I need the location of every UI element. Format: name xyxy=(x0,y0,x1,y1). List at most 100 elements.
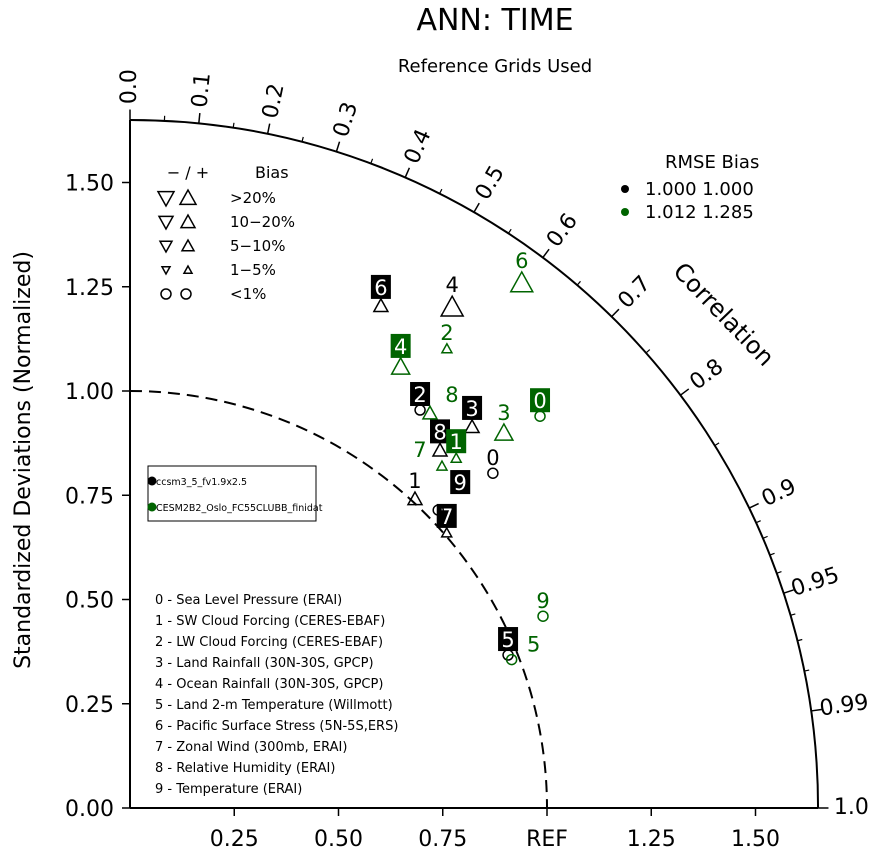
data-label: 7 xyxy=(413,438,426,462)
corr-minor-tick xyxy=(370,158,374,164)
data-label-box xyxy=(436,503,457,528)
data-point-triangle-up-marker xyxy=(509,270,535,293)
data-label: 4 xyxy=(445,273,458,297)
data-point-label: 8 xyxy=(445,383,458,407)
variable-legend-item: 3 - Land Rainfall (30N-30S, GPCP) xyxy=(155,656,374,671)
data-point-label: 1 xyxy=(450,430,463,454)
data-label: 1 xyxy=(446,429,467,454)
corr-tick-label: 0.5 xyxy=(471,162,510,205)
y-tick-label: 0.75 xyxy=(65,484,114,509)
corr-tick-label: 0.4 xyxy=(400,126,437,168)
corr-tick xyxy=(404,167,411,178)
data-label: 0 xyxy=(486,446,499,470)
data-label: 7 xyxy=(436,503,457,529)
data-label: 8 xyxy=(430,419,451,444)
data-label: 6 xyxy=(515,249,528,273)
data-label: 3 xyxy=(462,395,483,421)
corr-tick xyxy=(611,308,620,318)
data-point-label: 0 xyxy=(533,389,546,413)
data-label: 1 xyxy=(408,469,421,493)
corr-tick xyxy=(811,708,822,712)
bias-legend-minus-triangle-down-marker xyxy=(157,215,175,231)
case-legend-dot xyxy=(147,476,157,486)
corr-tick-label: 0.6 xyxy=(542,209,583,252)
y-tick-label: 0.50 xyxy=(65,589,114,614)
corr-minor-tick xyxy=(645,349,651,354)
chart-subtitle: Reference Grids Used xyxy=(398,56,592,77)
corr-tick-label: 0.1 xyxy=(187,71,215,108)
data-point-circle-marker xyxy=(537,610,549,622)
rmse-legend-values: 1.012 1.285 xyxy=(645,202,754,223)
variable-legend-item: 7 - Zonal Wind (300mb, ERAI) xyxy=(155,740,347,755)
y-tick-label: 0.25 xyxy=(65,693,114,718)
variable-legend-item: 5 - Land 2-m Temperature (Willmott) xyxy=(155,698,393,713)
data-point-label: 4 xyxy=(394,335,407,359)
y-tick-label: 1.50 xyxy=(65,172,114,197)
corr-tick xyxy=(542,248,550,259)
data-point-circle-marker xyxy=(505,653,518,666)
corr-minor-tick xyxy=(776,570,782,574)
data-point-circle-marker xyxy=(432,504,444,516)
x-tick-label: 0.75 xyxy=(418,827,467,852)
data-label: 8 xyxy=(445,383,458,407)
corr-minor-tick xyxy=(714,442,720,447)
corr-tick-label: 0.99 xyxy=(818,690,870,722)
data-point-label: 2 xyxy=(413,383,426,407)
data-point-label: 8 xyxy=(433,420,446,444)
corr-minor-tick xyxy=(797,638,803,642)
bias-legend-minus-triangle-down-marker xyxy=(160,266,172,276)
data-point-label: 2 xyxy=(440,321,453,345)
chart-title: ANN: TIME xyxy=(416,3,573,38)
rmse-legend-dot xyxy=(621,185,629,193)
data-point-triangle-up-marker xyxy=(449,451,463,463)
variable-legend-item: 4 - Ocean Rainfall (30N-30S, GPCP) xyxy=(155,677,383,692)
data-label-box xyxy=(370,274,391,299)
corr-tick xyxy=(335,141,341,152)
data-label: 2 xyxy=(410,382,431,407)
corr-minor-tick xyxy=(769,552,775,556)
corr-tick-label: 0.0 xyxy=(117,69,142,104)
y-axis-label: Standardized Deviations (Normalized) xyxy=(11,251,36,669)
corr-minor-tick xyxy=(301,136,304,142)
data-point-triangle-up-marker xyxy=(440,342,454,354)
corr-minor-tick xyxy=(755,520,761,524)
corr-minor-tick xyxy=(232,122,235,128)
corr-minor-tick xyxy=(507,228,512,234)
bias-legend-plus-circle-marker xyxy=(180,288,192,300)
data-label-box xyxy=(498,627,519,652)
variable-legend-item: 8 - Relative Humidity (ERAI) xyxy=(155,761,335,776)
data-label-box xyxy=(462,395,483,420)
data-point-label: 7 xyxy=(413,438,426,462)
corr-minor-tick xyxy=(762,535,768,539)
legends: − / + Bias >20% 10−20% 5−10% 1−5% <1% RMSE Bias… xyxy=(147,152,759,797)
data-point-label: 5 xyxy=(501,628,514,652)
bias-legend-header: Bias xyxy=(255,163,289,182)
y-tick-label: 1.25 xyxy=(65,276,114,301)
corr-tick xyxy=(679,388,690,396)
data-point-label: 3 xyxy=(465,397,478,421)
data-point-label: 1 xyxy=(408,469,421,493)
bias-legend-sign-header: − / + xyxy=(167,163,209,182)
correlation-label: Correlation xyxy=(668,257,780,372)
bias-legend-minus-circle-marker xyxy=(160,288,172,300)
data-label: 9 xyxy=(450,470,471,495)
corr-tick-label: 0.95 xyxy=(788,563,842,602)
data-point-triangle-up-marker xyxy=(493,422,515,441)
corr-tick-label: 0.8 xyxy=(685,354,728,395)
bias-legend-minus-triangle-down-marker xyxy=(156,190,176,208)
corr-tick xyxy=(783,589,794,594)
data-point-circle-marker xyxy=(487,467,499,479)
case-legend-dot xyxy=(147,502,157,512)
variable-legend-item: 2 - LW Cloud Forcing (CERES-EBAF) xyxy=(155,635,383,650)
data-label: 9 xyxy=(536,589,549,613)
data-point-triangle-up-marker xyxy=(372,297,390,313)
bias-legend-plus-triangle-up-marker xyxy=(182,264,194,274)
data-point-label: 7 xyxy=(440,505,453,529)
data-point-label: 3 xyxy=(497,401,510,425)
case-legend-box xyxy=(147,465,317,522)
data-point-label: 5 xyxy=(527,633,540,657)
data-label: 6 xyxy=(370,274,391,300)
data-label-box xyxy=(530,388,551,413)
